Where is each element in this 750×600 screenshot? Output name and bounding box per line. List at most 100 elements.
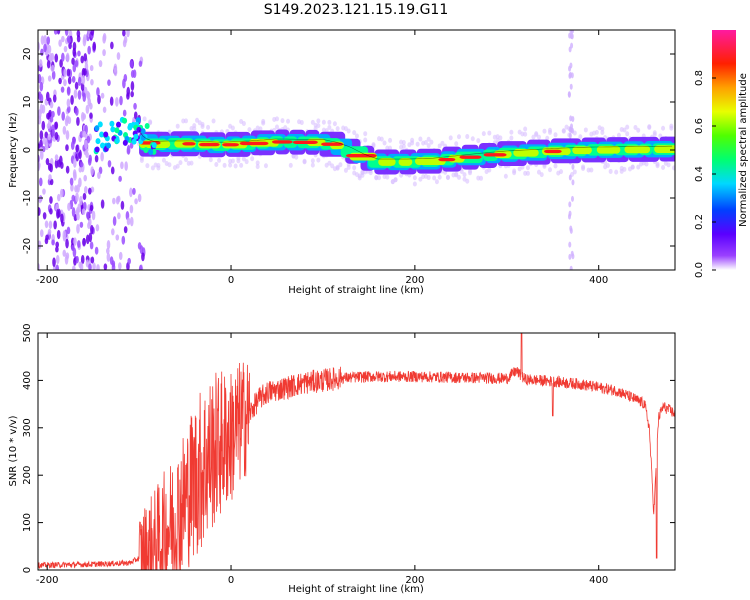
haze-blob	[310, 162, 315, 168]
noise-blob	[79, 221, 84, 228]
noise-blob	[74, 81, 79, 90]
haze-blob	[346, 128, 351, 134]
noise-blob	[106, 252, 111, 262]
vertical-streak-blob	[569, 83, 573, 90]
snr-ytick-label: 0	[22, 567, 33, 573]
haze-blob	[183, 157, 188, 163]
noise-blob	[129, 204, 134, 214]
haze-blob	[622, 166, 627, 172]
noise-blob	[120, 161, 124, 170]
noise-blob	[61, 111, 66, 121]
noise-blob	[46, 36, 51, 45]
early-signal-blob	[103, 131, 109, 138]
colorbar-tick-label: 0.6	[694, 118, 705, 134]
noise-blob	[38, 59, 43, 68]
haze-blob	[661, 125, 666, 131]
noise-blob	[39, 130, 44, 140]
spectrogram-ytick-label: 10	[22, 96, 33, 109]
noise-blob	[66, 35, 71, 43]
noise-blob	[123, 226, 128, 234]
colorbar-gradient	[712, 30, 736, 270]
noise-blob	[81, 74, 86, 85]
haze-blob	[589, 167, 594, 173]
haze-blob	[456, 174, 461, 180]
haze-blob	[614, 169, 619, 175]
noise-blob	[107, 79, 111, 87]
haze-blob	[200, 121, 205, 127]
haze-blob	[363, 131, 368, 137]
noise-blob	[82, 192, 87, 201]
noise-blob	[39, 93, 44, 104]
noise-blob	[54, 53, 59, 63]
haze-blob	[553, 163, 558, 169]
haze-blob	[217, 157, 222, 163]
noise-blob	[87, 97, 92, 107]
haze-blob	[379, 136, 384, 142]
colorbar: 0.0 0.2 0.4 0.6 0.8 Normalized spectral ampl…	[694, 30, 749, 278]
haze-blob	[459, 169, 464, 175]
snr-ytick-label: 100	[22, 513, 33, 532]
noise-blob	[50, 64, 55, 73]
haze-blob	[150, 165, 155, 171]
haze-blob	[476, 138, 481, 144]
haze-blob	[261, 118, 266, 124]
haze-blob	[145, 163, 150, 169]
vertical-streak-blob	[568, 253, 572, 260]
noise-blob	[67, 116, 72, 125]
haze-blob	[616, 132, 621, 138]
haze-blob	[525, 170, 530, 176]
early-signal-blob	[94, 125, 100, 132]
early-signal-blob	[135, 117, 141, 124]
noise-blob	[41, 104, 46, 114]
noise-blob	[138, 264, 143, 270]
haze-blob	[310, 158, 315, 164]
noise-blob	[39, 81, 44, 92]
vertical-streak-blob	[568, 72, 572, 79]
haze-blob	[625, 131, 630, 137]
haze-blob	[241, 156, 246, 162]
noise-blob	[110, 41, 114, 50]
haze-blob	[327, 160, 332, 166]
noise-blob	[116, 52, 121, 60]
early-signal-blob	[127, 124, 133, 131]
noise-blob	[49, 208, 53, 215]
noise-blob	[47, 162, 52, 171]
noise-blob	[88, 263, 92, 270]
noise-blob	[80, 55, 85, 64]
noise-blob	[52, 94, 57, 103]
noise-blob	[45, 234, 49, 241]
early-signal-blob	[148, 148, 154, 155]
noise-blob	[72, 136, 76, 145]
haze-blob	[192, 123, 197, 129]
noise-blob	[65, 52, 70, 63]
haze-blob	[233, 163, 238, 169]
snr-ytick-label: 200	[22, 466, 33, 485]
noise-blob	[132, 187, 136, 195]
haze-blob	[258, 126, 263, 132]
haze-blob	[175, 123, 180, 129]
early-signal-blob	[122, 139, 128, 146]
noise-blob	[118, 262, 122, 270]
spectrogram-xtick-label: -200	[36, 275, 59, 286]
haze-blob	[385, 145, 390, 151]
colorbar-tick-label: 0.0	[694, 262, 705, 278]
noise-blob	[47, 133, 52, 141]
early-signal-blob	[114, 137, 120, 144]
haze-blob	[523, 170, 528, 176]
ridge-segment	[182, 142, 196, 146]
noise-blob	[130, 81, 135, 92]
noise-blob	[141, 252, 145, 262]
noise-blob	[65, 165, 70, 174]
noise-blob	[38, 161, 41, 169]
noise-blob	[89, 241, 94, 250]
noise-blob	[75, 192, 79, 203]
noise-blob	[70, 183, 74, 192]
noise-blob	[55, 264, 60, 270]
noise-blob	[66, 98, 71, 108]
haze-blob	[495, 138, 500, 144]
haze-blob	[382, 140, 387, 146]
haze-blob	[426, 175, 431, 181]
noise-blob	[89, 112, 93, 119]
haze-blob	[655, 161, 660, 167]
noise-blob	[71, 194, 76, 202]
